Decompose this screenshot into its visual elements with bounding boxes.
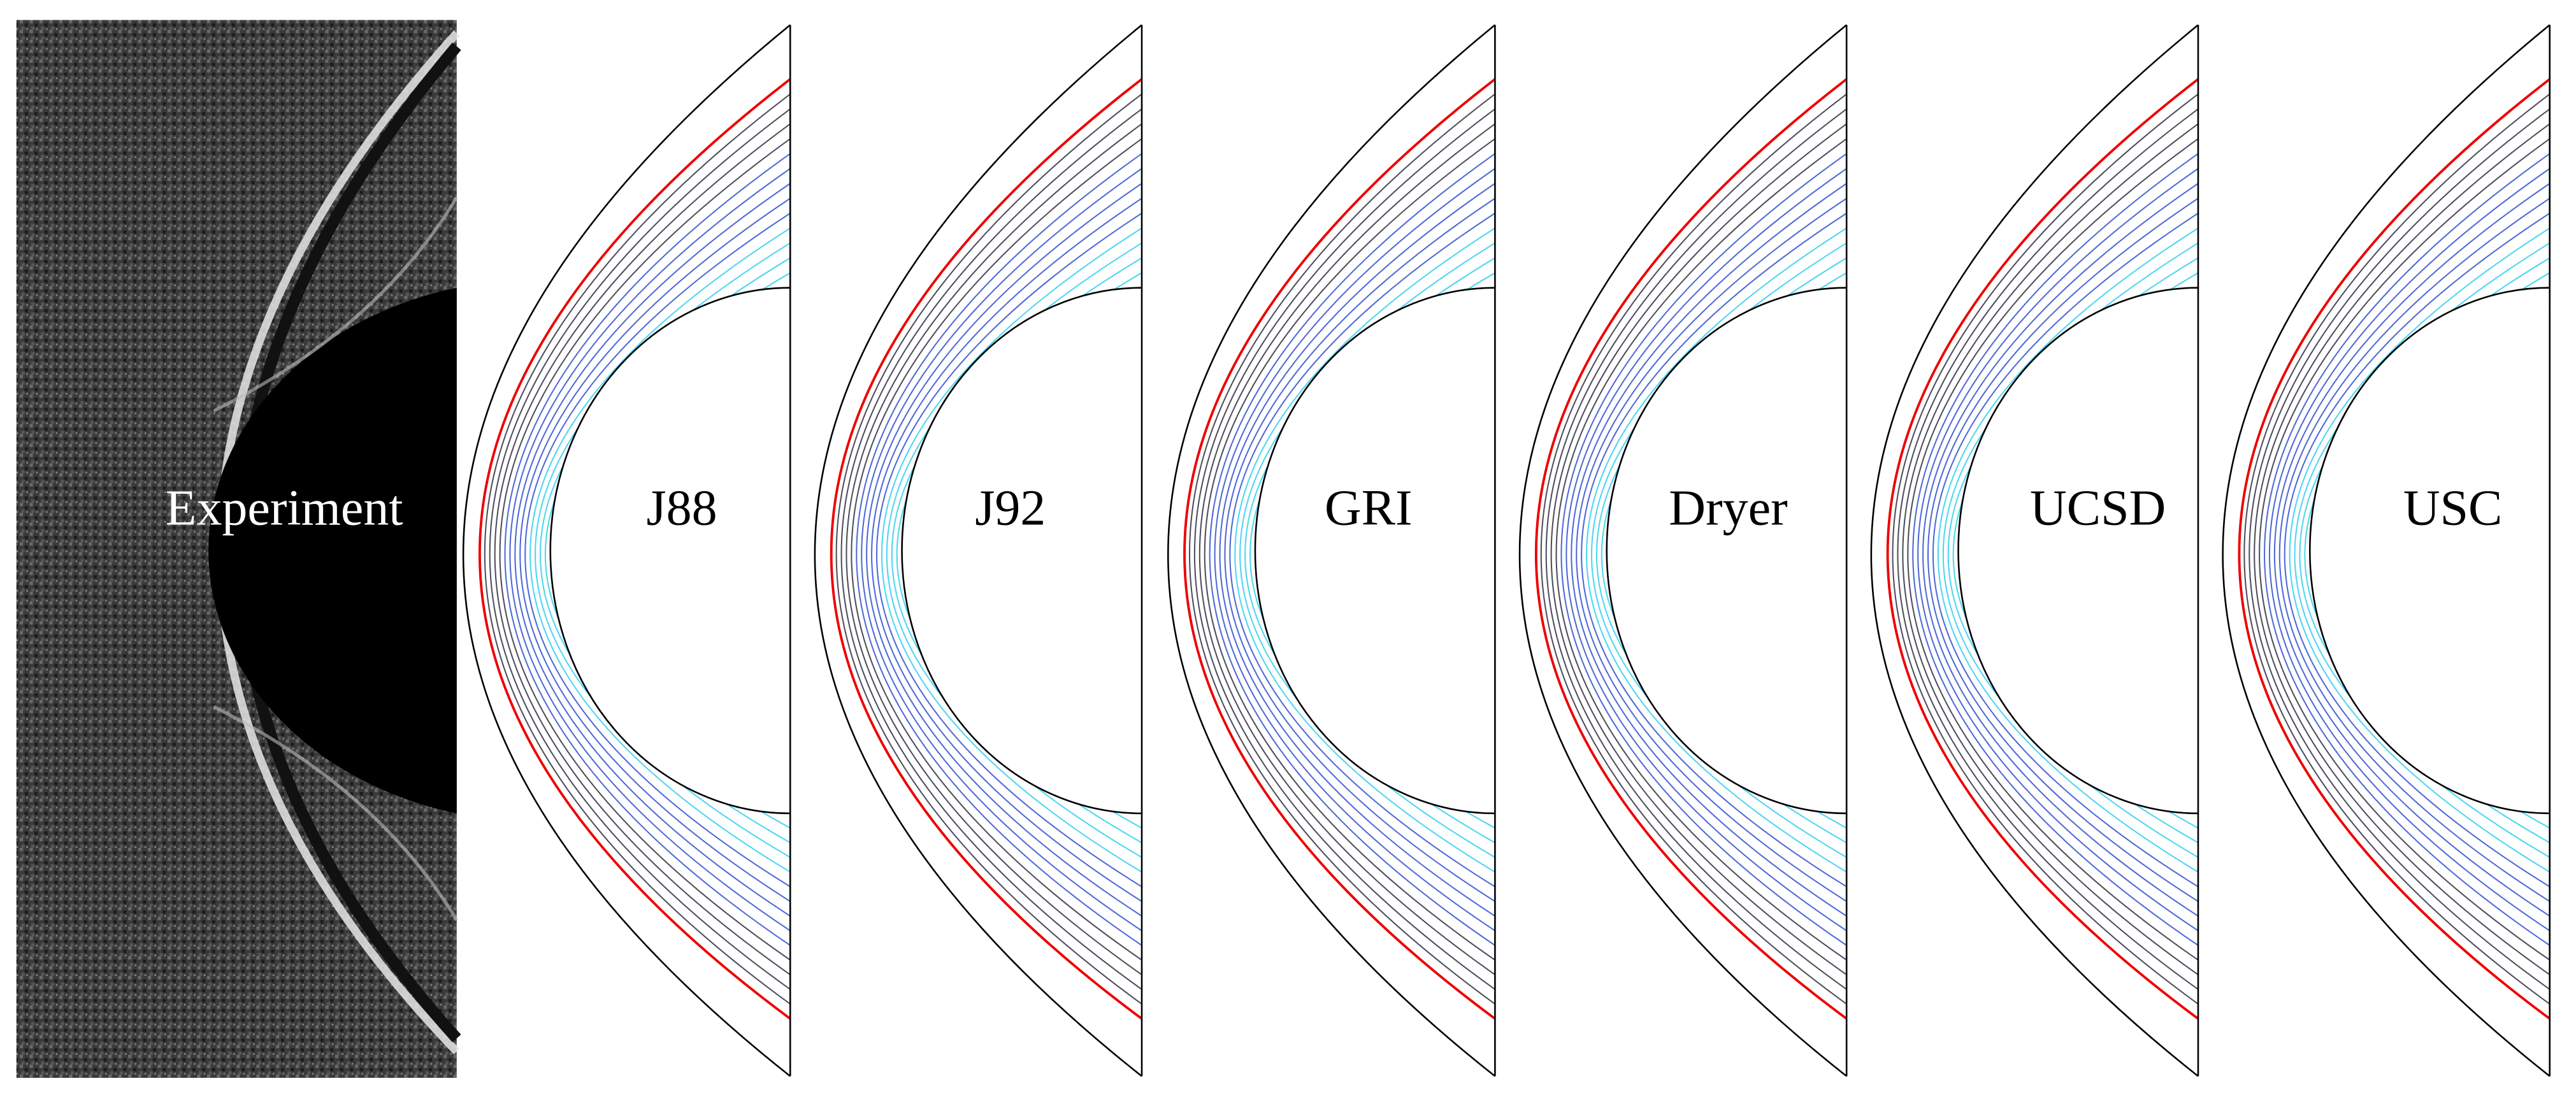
contour-line (1560, 153, 1847, 946)
contour-line (1188, 93, 1496, 1005)
outer-boundary (1870, 24, 2199, 1077)
contour-line (524, 212, 791, 887)
contour-line (840, 108, 1142, 990)
shock-line (2238, 78, 2551, 1020)
contour-line (1555, 138, 1847, 961)
contour-line (1586, 227, 1847, 873)
panel-label: J88 (647, 480, 717, 536)
contour-line (504, 153, 791, 946)
shock-line (479, 78, 791, 1020)
shock-line (830, 78, 1143, 1020)
contour-line (1581, 212, 1847, 887)
panel-label: GRI (1325, 480, 1413, 536)
contour-line (1565, 168, 1847, 931)
contour-line (856, 153, 1142, 946)
outer-boundary (463, 24, 791, 1077)
contour-line (1194, 108, 1496, 990)
contour-line (1897, 108, 2199, 990)
contour-line (509, 168, 791, 931)
contour-line (1576, 197, 1847, 902)
outer-boundary (1518, 24, 1847, 1077)
flow-structure (213, 196, 459, 921)
contour-line (2278, 197, 2551, 902)
contour-line (1204, 138, 1495, 961)
contour-line (2269, 168, 2551, 931)
body (1606, 287, 1848, 815)
contour-line (2254, 123, 2551, 975)
contour-line (1917, 168, 2199, 931)
contour-line (871, 197, 1142, 902)
contour-line (484, 93, 791, 1005)
body (2309, 287, 2551, 815)
shock-line (1886, 78, 2199, 1020)
outer-boundary (2222, 24, 2551, 1077)
body (1254, 287, 1496, 815)
contour-line (2259, 138, 2551, 961)
contour-line (1938, 227, 2199, 873)
panel-label: J92 (975, 480, 1046, 536)
contour-line (2284, 212, 2551, 887)
contour-line (2243, 93, 2551, 1005)
outer-boundary (1167, 24, 1496, 1077)
contour-line (1550, 123, 1847, 975)
simulation-panels (463, 24, 2551, 1077)
contour-line (1892, 93, 2199, 1005)
panel-label: Dryer (1669, 480, 1787, 536)
contour-line (1927, 197, 2199, 902)
contour-line (876, 212, 1142, 887)
contour-line (881, 227, 1142, 873)
contour-line (1234, 227, 1495, 873)
contour-line (835, 93, 1142, 1005)
panel-label: USC (2403, 480, 2502, 536)
contour-line (861, 168, 1142, 931)
contour-line (1229, 212, 1495, 887)
body (208, 287, 457, 814)
contour-line (1219, 183, 1495, 917)
contour-line (514, 183, 791, 917)
contour-line (1214, 168, 1495, 931)
contour-line (519, 197, 791, 902)
panel-label: Experiment (166, 480, 403, 536)
contour-line (2274, 183, 2551, 917)
contour-line (1209, 153, 1495, 946)
shock-line (1535, 78, 1848, 1020)
contour-line (2263, 153, 2551, 946)
shock-line (1183, 78, 1496, 1020)
contour-line (1540, 93, 1847, 1005)
contour-line (1224, 197, 1495, 902)
contour-line (1932, 212, 2199, 887)
experiment-panel (16, 20, 461, 1078)
contour-line (1571, 183, 1847, 917)
contour-line (499, 138, 791, 961)
contour-line (851, 138, 1142, 961)
outer-boundary (814, 24, 1142, 1077)
contour-line (1545, 108, 1847, 990)
panel-label: UCSD (2030, 480, 2166, 536)
contour-line (494, 123, 791, 975)
contour-line (1912, 153, 2199, 946)
contour-line (1907, 138, 2199, 961)
contour-line (489, 108, 791, 990)
contour-line (866, 183, 1142, 917)
body (549, 287, 791, 815)
contour-line (2289, 227, 2551, 873)
contour-line (2249, 108, 2551, 990)
body (901, 287, 1143, 815)
contour-line (1199, 123, 1495, 975)
contour-line (1902, 123, 2199, 975)
contour-line (845, 123, 1142, 975)
contour-line (529, 227, 791, 873)
body (1957, 287, 2199, 815)
contour-line (1922, 183, 2199, 917)
